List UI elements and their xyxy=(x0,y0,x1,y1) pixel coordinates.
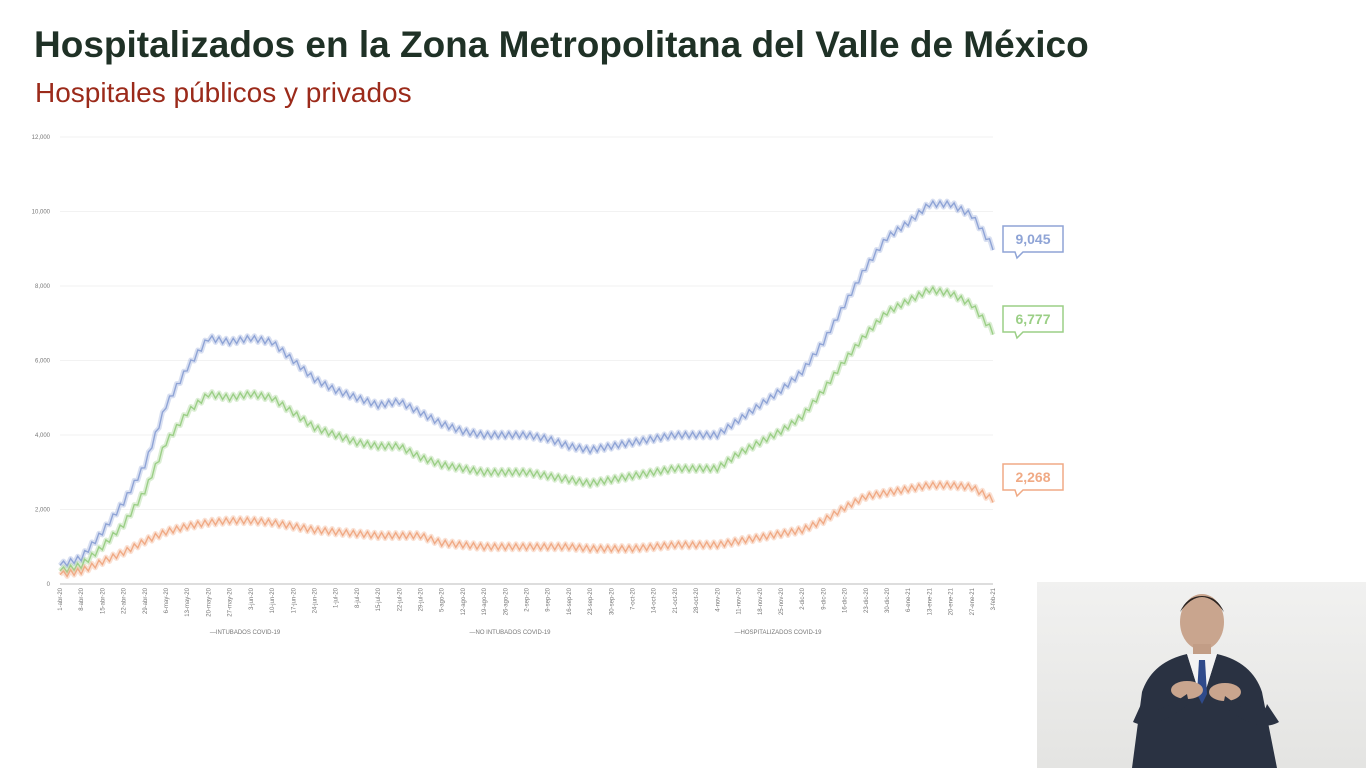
x-tick-label: 12-ago-20 xyxy=(461,587,467,615)
x-tick-label: 13-ene-21 xyxy=(927,587,933,615)
x-tick-label: 14-oct-20 xyxy=(652,587,658,613)
x-tick-label: 8-jul-20 xyxy=(355,587,361,608)
x-tick-label: 16-dic-20 xyxy=(843,587,849,613)
x-axis-ticks: 1-abr-20 8-abr-20 15-abr-20 22-abr-20 29-abr… xyxy=(58,587,997,616)
x-tick-label: 7-oct-20 xyxy=(631,587,637,610)
x-tick-label: 29-abr-20 xyxy=(143,587,149,614)
series-line-no_intubados xyxy=(59,285,994,574)
end-labels: 9,045 6,777 2,268 xyxy=(1002,225,1064,498)
x-tick-label: 13-may-20 xyxy=(185,587,191,616)
x-tick-label: 15-abr-20 xyxy=(100,587,106,614)
x-tick-label: 9-dic-20 xyxy=(821,587,827,609)
legend-entry: —INTUBADOS COVID-19 xyxy=(210,630,281,636)
x-tick-label: 3-feb-21 xyxy=(991,587,997,610)
x-tick-label: 23-sep-20 xyxy=(588,587,594,615)
page-subtitle: Hospitales públicos y privados xyxy=(35,77,412,108)
x-tick-label: 16-sep-20 xyxy=(567,587,573,615)
end-label-text: 2,268 xyxy=(1015,469,1050,485)
x-tick-label: 5-ago-20 xyxy=(440,587,446,612)
series-line-intubados xyxy=(59,480,994,578)
legend-entry: —HOSPITALIZADOS COVID-19 xyxy=(735,630,823,636)
x-tick-label: 20-ene-21 xyxy=(949,587,955,615)
x-tick-label: 29-jul-20 xyxy=(418,587,424,611)
end-label-no_intubados: 6,777 xyxy=(1002,305,1064,340)
x-tick-label: 3-jun-20 xyxy=(249,587,255,610)
x-tick-label: 23-dic-20 xyxy=(864,587,870,613)
y-tick-label: 2,000 xyxy=(35,508,51,514)
x-tick-label: 6-may-20 xyxy=(164,587,170,613)
x-tick-label: 25-nov-20 xyxy=(779,587,785,615)
x-tick-label: 28-oct-20 xyxy=(694,587,700,613)
x-tick-label: 2-dic-20 xyxy=(800,587,806,609)
x-tick-label: 27-ene-21 xyxy=(970,587,976,615)
x-tick-label: 24-jun-20 xyxy=(312,587,318,613)
y-tick-label: 0 xyxy=(47,582,51,588)
x-tick-label: 18-nov-20 xyxy=(758,587,764,615)
x-tick-label: 21-oct-20 xyxy=(673,587,679,613)
x-tick-label: 20-may-20 xyxy=(206,587,212,616)
series-line-hospitalizados xyxy=(59,199,994,568)
end-label-text: 9,045 xyxy=(1015,231,1050,247)
x-tick-label: 26-ago-20 xyxy=(503,587,509,615)
y-axis-ticks: 0 2,000 4,000 6,000 8,000 10,000 12,000 xyxy=(32,135,51,588)
x-tick-label: 11-nov-20 xyxy=(737,587,743,614)
x-tick-label: 2-sep-20 xyxy=(525,587,531,611)
end-label-text: 6,777 xyxy=(1015,311,1050,327)
page-title: Hospitalizados en la Zona Metropolitana … xyxy=(34,24,1089,65)
series-lines xyxy=(58,198,996,579)
x-tick-label: 1-abr-20 xyxy=(58,587,64,610)
x-tick-label: 22-abr-20 xyxy=(122,587,128,614)
end-label-intubados: 2,268 xyxy=(1002,463,1064,498)
y-tick-label: 10,000 xyxy=(32,210,51,216)
y-tick-label: 12,000 xyxy=(32,135,51,141)
y-tick-label: 6,000 xyxy=(35,359,51,365)
hospitalization-line-chart: 0 2,000 4,000 6,000 8,000 10,000 12,000 1-abr-… xyxy=(32,135,1064,636)
chart-gridlines xyxy=(60,136,993,585)
x-tick-label: 10-jun-20 xyxy=(270,587,276,613)
x-tick-label: 30-sep-20 xyxy=(609,587,615,615)
x-tick-label: 30-dic-20 xyxy=(885,587,891,613)
x-tick-label: 17-jun-20 xyxy=(291,587,297,613)
x-tick-label: 27-may-20 xyxy=(228,587,234,616)
x-tick-label: 8-abr-20 xyxy=(79,587,85,610)
x-tick-label: 15-jul-20 xyxy=(376,587,382,611)
y-tick-label: 8,000 xyxy=(35,284,51,290)
y-tick-label: 4,000 xyxy=(35,433,51,439)
x-tick-label: 1-jul-20 xyxy=(334,587,340,608)
end-label-hospitalizados: 9,045 xyxy=(1002,225,1064,260)
x-tick-label: 19-ago-20 xyxy=(482,587,488,615)
x-tick-label: 9-sep-20 xyxy=(546,587,552,611)
chart-legend: —INTUBADOS COVID-19 —NO INTUBADOS COVID-1… xyxy=(210,630,822,636)
legend-entry: —NO INTUBADOS COVID-19 xyxy=(469,630,551,636)
x-tick-label: 4-nov-20 xyxy=(715,587,721,611)
sign-language-interpreter-inset xyxy=(1037,582,1366,768)
x-tick-label: 6-ene-21 xyxy=(906,587,912,612)
x-tick-label: 22-jul-20 xyxy=(397,587,403,611)
sign-language-interpreter-icon xyxy=(1132,594,1279,768)
